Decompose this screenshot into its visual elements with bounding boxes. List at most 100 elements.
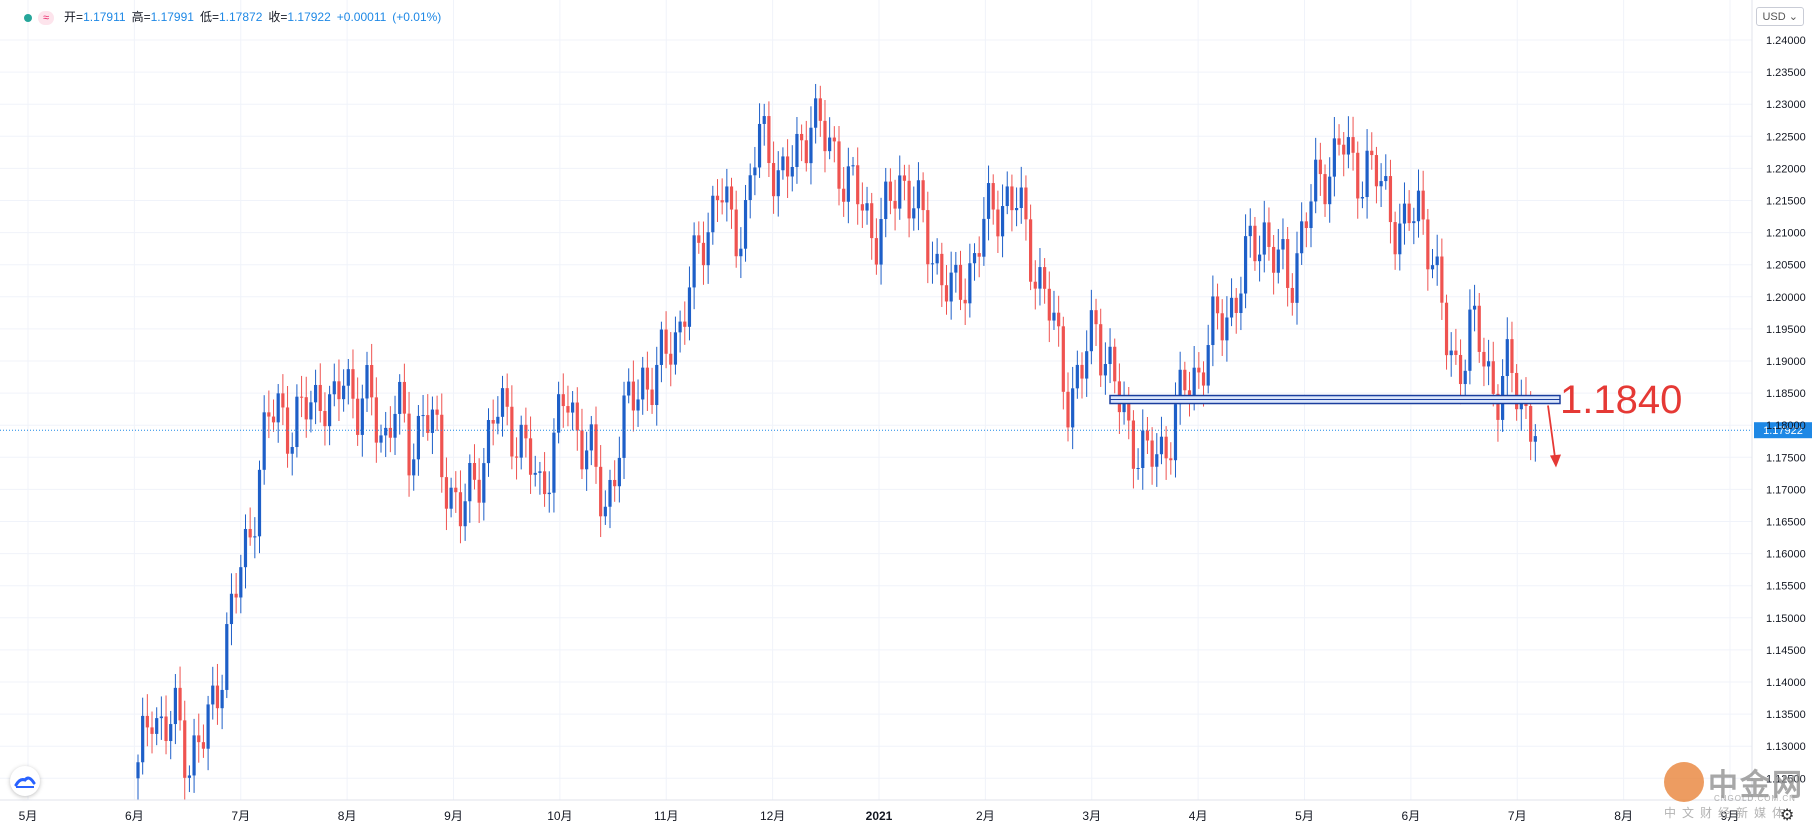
- candle-body-down: [444, 477, 449, 509]
- gear-icon[interactable]: ⚙: [1780, 807, 1795, 824]
- candle-body-up: [1533, 436, 1537, 442]
- candle-body-down: [729, 186, 734, 210]
- candle-body-up: [412, 459, 416, 476]
- candle-body-up: [486, 420, 491, 464]
- tradingview-logo[interactable]: [10, 766, 40, 796]
- candle-body-down: [145, 715, 149, 728]
- candle-body-up: [225, 624, 229, 690]
- candle-body-down: [580, 430, 584, 470]
- candle-body-up: [1103, 364, 1107, 376]
- candle-body-up: [384, 427, 388, 436]
- watermark-domain: CNGOLD.COM.CN: [1714, 794, 1796, 803]
- candle-body-down: [1393, 222, 1397, 255]
- candle-body-up: [687, 287, 692, 327]
- candle-body-down: [818, 98, 822, 121]
- candle-body-down: [426, 415, 430, 433]
- candle-body-down: [1253, 225, 1257, 262]
- candle-body-down: [1374, 155, 1379, 187]
- y-tick-label: 1.13000: [1766, 741, 1806, 753]
- candle-body-down: [594, 424, 598, 467]
- candle-body-up: [1435, 256, 1439, 266]
- candle-body-down: [299, 396, 304, 398]
- candle-body-down: [164, 716, 168, 742]
- candle-body-down: [804, 140, 808, 164]
- candle-body-down: [542, 471, 547, 495]
- candle-body-up: [711, 195, 715, 233]
- candle-body-up: [935, 253, 939, 264]
- candle-body-down: [351, 369, 355, 399]
- watermark-subtitle: 中文财经新媒体: [1664, 806, 1791, 820]
- y-tick-label: 1.15500: [1766, 581, 1806, 593]
- candle-body-down: [1010, 186, 1014, 211]
- x-tick-label: 5月: [19, 809, 38, 823]
- candle-body-up: [342, 385, 346, 400]
- candle-body-up: [706, 232, 710, 266]
- candle-body-down: [1342, 144, 1346, 155]
- candle-body-down: [991, 183, 995, 210]
- candle-body-down: [1444, 302, 1449, 356]
- candle-body-down: [1145, 430, 1150, 441]
- x-tick-label: 8月: [338, 809, 357, 823]
- candle-body-down: [669, 353, 673, 365]
- candle-body-up: [192, 735, 196, 776]
- candle-body-up: [968, 263, 972, 304]
- candle-body-down: [1323, 174, 1327, 205]
- chevron-down-icon: ⌄: [1785, 11, 1798, 23]
- candle-body-up: [430, 409, 435, 433]
- y-tick-label: 1.20500: [1766, 260, 1806, 272]
- y-tick-label: 1.18000: [1766, 420, 1806, 432]
- candle-body-up: [309, 402, 313, 420]
- candle-body-down: [1127, 403, 1131, 421]
- candle-body-down: [561, 394, 565, 407]
- x-tick-label: 6月: [1402, 809, 1421, 823]
- candle-body-up: [1412, 221, 1416, 224]
- candle-body-down: [440, 414, 444, 478]
- candle-body-down: [1529, 406, 1533, 442]
- candle-body-up: [313, 384, 318, 403]
- candle-body-up: [1178, 369, 1182, 405]
- candle-body-down: [977, 253, 981, 257]
- x-tick-label: 7月: [1508, 809, 1527, 823]
- indicator-badge[interactable]: ≈: [38, 10, 55, 25]
- candle-body-up: [1365, 150, 1369, 198]
- candle-body-down: [1370, 150, 1374, 156]
- candle-body-up: [257, 469, 262, 537]
- candle-body-down: [902, 175, 907, 181]
- y-tick-label: 1.14000: [1766, 677, 1806, 689]
- x-tick-label: 3月: [1082, 809, 1101, 823]
- candle-body-up: [552, 432, 556, 493]
- candle-body-up: [954, 264, 958, 273]
- candle-body-down: [510, 406, 514, 457]
- price-axis: 1.24000 1.23500 1.23000 1.22500 1.22000 1.215…: [1751, 0, 1806, 800]
- y-tick-label: 1.12500: [1766, 773, 1806, 785]
- candle-body-down: [285, 407, 290, 454]
- candle-body-down: [1304, 221, 1308, 229]
- candle-body-down: [1337, 138, 1341, 145]
- candle-body-down: [1477, 305, 1481, 352]
- candle-body-up: [379, 435, 383, 443]
- currency-selector[interactable]: USD ⌄: [1756, 7, 1804, 26]
- candle-body-down: [1482, 351, 1486, 367]
- candle-body-up: [1258, 254, 1262, 262]
- x-tick-label: 12月: [760, 809, 785, 823]
- candle-body-up: [1239, 293, 1243, 313]
- candle-body-up: [692, 235, 696, 288]
- y-tick-label: 1.22500: [1766, 131, 1806, 143]
- candle-body-down: [1201, 372, 1206, 386]
- candle-body-up: [1248, 225, 1252, 237]
- candle-body-up: [757, 123, 762, 168]
- candle-body-down: [996, 209, 1000, 237]
- current-price-label: 1.17922: [1763, 425, 1803, 437]
- candle-body-up: [463, 501, 467, 527]
- y-tick-label: 1.20000: [1766, 292, 1806, 304]
- candle-body-down: [1131, 420, 1136, 469]
- candle-body-up: [930, 263, 935, 265]
- candle-body-up: [655, 364, 659, 406]
- candle-body-down: [963, 299, 967, 304]
- candle-body-down: [337, 381, 341, 400]
- candle-body-up: [603, 506, 607, 517]
- candle-body-up: [468, 462, 472, 502]
- candle-body-up: [1463, 370, 1467, 385]
- candle-body-up: [482, 463, 486, 503]
